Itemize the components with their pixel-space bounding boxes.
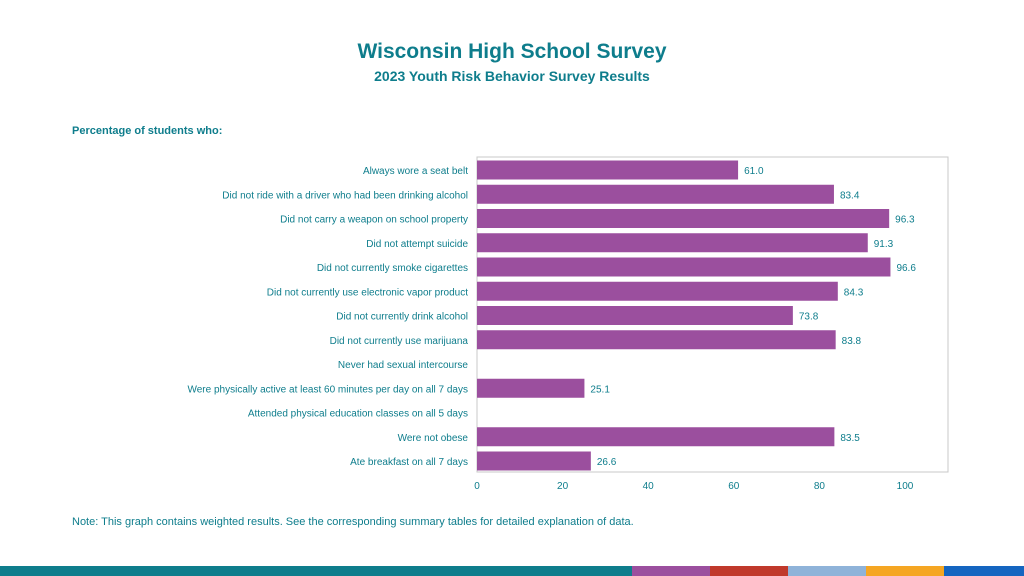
footer-segment	[710, 566, 788, 576]
footer-segment	[788, 566, 866, 576]
category-label: Attended physical education classes on a…	[248, 409, 468, 420]
x-tick-label: 0	[474, 481, 480, 492]
data-label: 26.6	[597, 457, 617, 468]
category-label: Did not ride with a driver who had been …	[222, 190, 468, 201]
x-tick-label: 20	[557, 481, 569, 492]
data-label: 96.3	[895, 215, 915, 226]
category-label: Did not attempt suicide	[366, 239, 468, 250]
category-label: Always wore a seat belt	[363, 166, 468, 177]
bar	[477, 427, 835, 447]
bar	[477, 306, 793, 325]
category-label: Did not carry a weapon on school propert…	[280, 215, 468, 226]
category-label: Were not obese	[398, 433, 469, 444]
data-label: 83.5	[840, 433, 860, 444]
bar	[477, 378, 585, 398]
bar	[477, 233, 868, 253]
footer-segment	[866, 566, 944, 576]
chart-subtitle: 2023 Youth Risk Behavior Survey Results	[374, 68, 650, 84]
bar	[477, 160, 739, 180]
chart-title: Wisconsin High School Survey	[357, 40, 667, 63]
x-tick-label: 100	[897, 481, 914, 492]
bar	[477, 184, 834, 204]
category-label: Did not currently drink alcohol	[336, 312, 468, 323]
footer-color-bar	[0, 566, 1024, 576]
data-label: 84.3	[844, 287, 864, 298]
footer-segment	[0, 566, 632, 576]
data-label: 83.4	[840, 190, 860, 201]
bar	[477, 209, 890, 228]
x-tick-label: 80	[814, 481, 826, 492]
data-label: 61.0	[744, 166, 764, 177]
data-label: 83.8	[842, 336, 862, 347]
x-tick-label: 40	[643, 481, 655, 492]
footer-segment	[944, 566, 1024, 576]
footer-segment	[632, 566, 710, 576]
section-label: Percentage of students who:	[72, 125, 223, 137]
data-label: 73.8	[799, 312, 819, 323]
bar	[477, 451, 591, 471]
category-label: Ate breakfast on all 7 days	[350, 457, 468, 468]
bar	[477, 257, 891, 277]
category-label: Did not currently use electronic vapor p…	[267, 287, 468, 298]
bar	[477, 330, 836, 350]
x-tick-label: 60	[728, 481, 740, 492]
category-label: Were physically active at least 60 minut…	[187, 384, 468, 395]
data-label: 25.1	[590, 384, 610, 395]
data-label: 96.6	[896, 263, 916, 274]
footnote: Note: This graph contains weighted resul…	[72, 516, 634, 528]
data-label: 91.3	[874, 239, 894, 250]
category-label: Never had sexual intercourse	[338, 360, 469, 371]
bar	[477, 281, 838, 301]
category-label: Did not currently use marijuana	[330, 336, 469, 347]
category-label: Did not currently smoke cigarettes	[317, 263, 468, 274]
